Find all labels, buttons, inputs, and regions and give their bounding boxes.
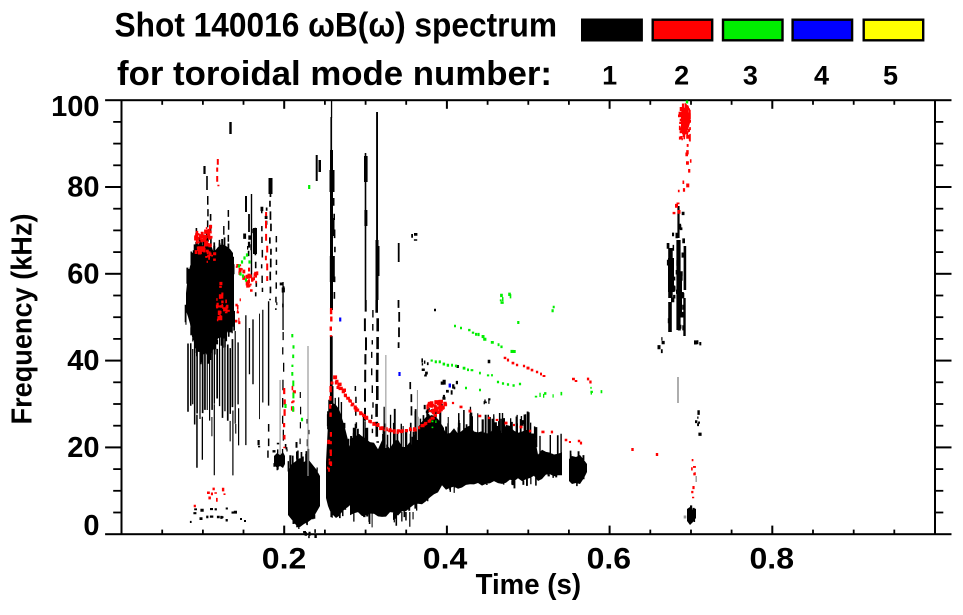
- svg-text:60: 60: [67, 259, 99, 291]
- svg-text:100: 100: [51, 91, 99, 123]
- svg-text:0.8: 0.8: [750, 543, 795, 576]
- svg-text:for toroidal mode number:: for toroidal mode number:: [117, 55, 552, 93]
- svg-text:0.6: 0.6: [587, 543, 632, 576]
- svg-text:5: 5: [883, 61, 898, 91]
- svg-text:Frequency (kHz): Frequency (kHz): [7, 214, 39, 425]
- svg-text:80: 80: [67, 171, 99, 203]
- svg-text:40: 40: [67, 345, 99, 377]
- svg-text:4: 4: [814, 61, 829, 91]
- svg-text:20: 20: [67, 432, 99, 464]
- svg-text:1: 1: [602, 61, 617, 91]
- svg-text:3: 3: [743, 61, 758, 91]
- svg-text:0.4: 0.4: [423, 543, 468, 576]
- svg-text:2: 2: [674, 61, 689, 91]
- svg-text:Shot 140016 ωB(ω) spectrum: Shot 140016 ωB(ω) spectrum: [115, 6, 558, 44]
- svg-text:0: 0: [83, 510, 99, 542]
- svg-text:Time (s): Time (s): [476, 569, 581, 601]
- svg-text:0.2: 0.2: [262, 543, 307, 576]
